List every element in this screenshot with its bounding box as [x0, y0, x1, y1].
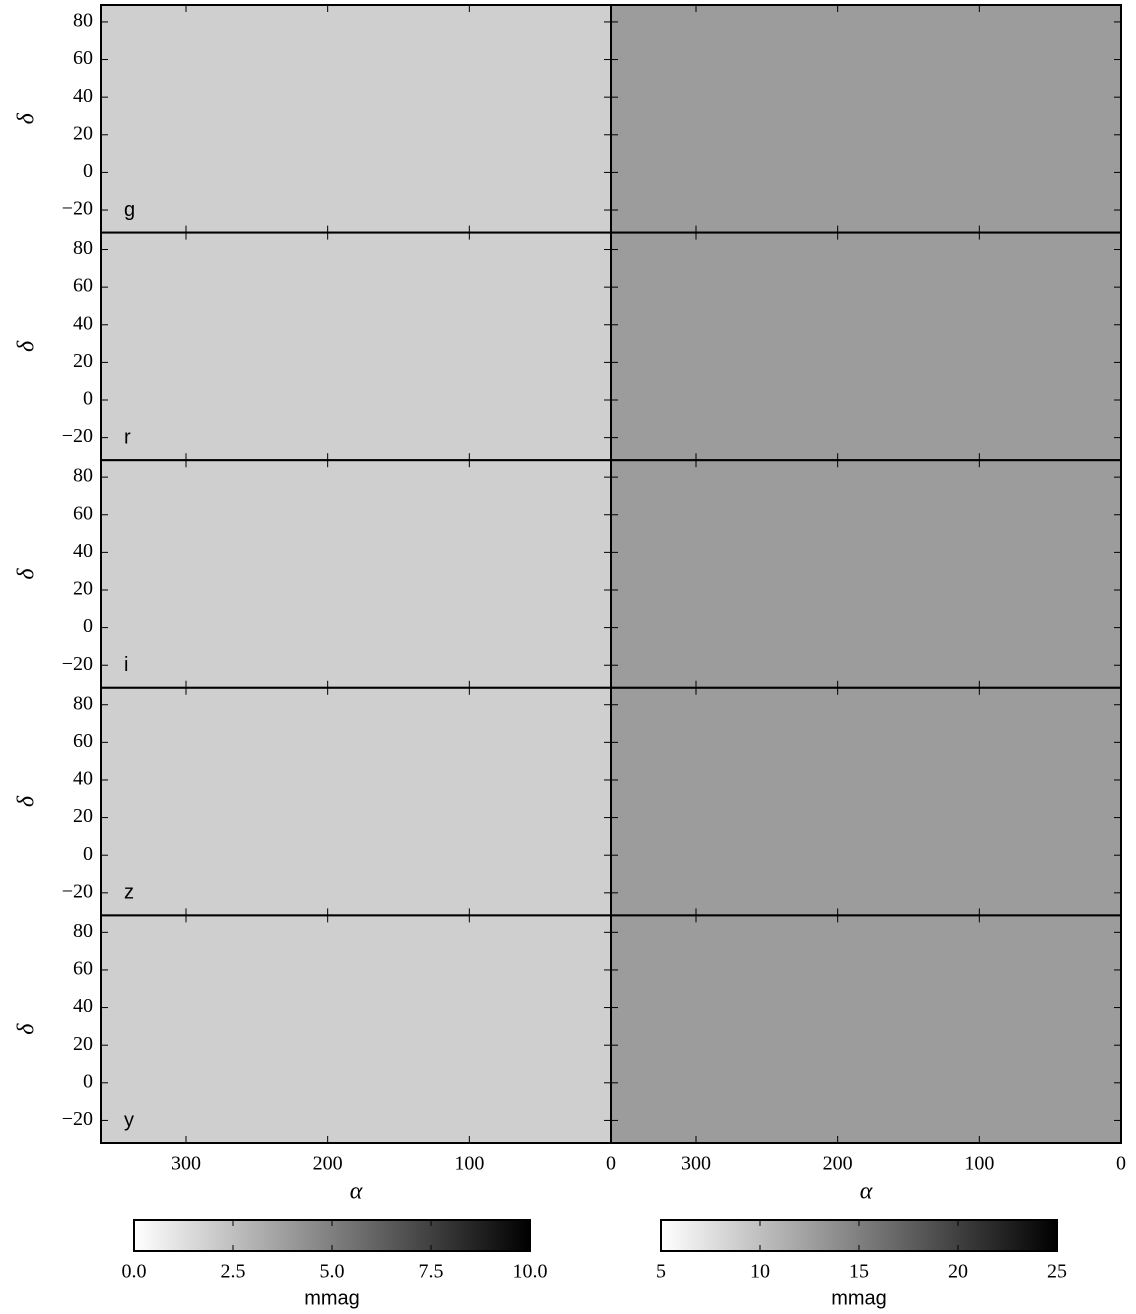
y-tick-label: 0: [83, 1070, 93, 1092]
map-panel: [611, 5, 1121, 233]
y-tick-label: −20: [62, 1108, 93, 1130]
y-tick-label: 60: [73, 275, 93, 297]
y-tick-label: 80: [73, 920, 93, 942]
colorbar-tick-label: 10.0: [513, 1261, 548, 1283]
y-tick-label: −20: [62, 425, 93, 447]
colorbar-tick-label: 10: [750, 1261, 770, 1283]
x-tick-label: 300: [171, 1153, 201, 1175]
y-tick-label: 0: [83, 388, 93, 410]
colorbar-tick-label: 25: [1047, 1261, 1067, 1283]
y-tick-label: −20: [62, 653, 93, 675]
y-axis-label: δ: [14, 1023, 40, 1035]
y-tick-label: 20: [73, 1033, 93, 1055]
figure: −20 0 20 40 60 80 δ g −20 0 20 40 60 80 δ r −20 0 20 40 60 80…: [0, 0, 1136, 1314]
colorbar-tick-label: 20: [948, 1261, 968, 1283]
y-tick-label: 0: [83, 843, 93, 865]
x-tick-label: 100: [454, 1153, 484, 1175]
colorbar-tick-label: 5: [656, 1261, 666, 1283]
x-tick-label: 100: [964, 1153, 994, 1175]
y-tick-label: 80: [73, 10, 93, 32]
y-tick-label: −20: [62, 198, 93, 220]
colorbar-tick-label: 0.0: [122, 1261, 147, 1283]
y-tick-label: 20: [73, 578, 93, 600]
y-axis-label: δ: [14, 340, 40, 352]
y-axis-label: δ: [14, 112, 40, 124]
x-tick-label: 0: [606, 1153, 616, 1175]
x-axis-label: α: [350, 1179, 363, 1205]
colorbar-tick-label: 7.5: [419, 1261, 444, 1283]
y-tick-label: 20: [73, 805, 93, 827]
y-tick-label: 0: [83, 160, 93, 182]
x-tick-label: 0: [1116, 1153, 1126, 1175]
x-tick-label: 300: [681, 1153, 711, 1175]
y-tick-label: 40: [73, 540, 93, 562]
map-panel: [101, 460, 611, 688]
y-tick-label: 60: [73, 958, 93, 980]
colorbar-label: mmag: [304, 1287, 360, 1309]
y-tick-label: 60: [73, 730, 93, 752]
map-panel: [101, 915, 611, 1143]
y-tick-label: 40: [73, 768, 93, 790]
x-axis-label: α: [860, 1179, 873, 1205]
map-panel: [611, 688, 1121, 916]
colorbar-tick-label: 2.5: [221, 1261, 246, 1283]
band-label: y: [124, 1109, 134, 1131]
colorbar-label: mmag: [831, 1287, 887, 1309]
y-axis-label: δ: [14, 795, 40, 807]
colorbar-tick-label: 5.0: [320, 1261, 345, 1283]
map-panel: [611, 915, 1121, 1143]
y-tick-label: 60: [73, 47, 93, 69]
y-tick-label: 40: [73, 995, 93, 1017]
y-tick-label: 60: [73, 502, 93, 524]
y-tick-label: −20: [62, 880, 93, 902]
y-tick-label: 80: [73, 692, 93, 714]
y-tick-label: 80: [73, 465, 93, 487]
y-tick-label: 20: [73, 122, 93, 144]
map-panel: [101, 688, 611, 916]
map-panel: [611, 460, 1121, 688]
y-axis-label: δ: [14, 568, 40, 580]
x-tick-label: 200: [823, 1153, 853, 1175]
y-tick-label: 20: [73, 350, 93, 372]
colorbar-tick-label: 15: [849, 1261, 869, 1283]
y-tick-label: 0: [83, 615, 93, 637]
map-panel: [611, 233, 1121, 461]
band-label: r: [124, 426, 131, 448]
y-tick-label: 40: [73, 312, 93, 334]
map-panel: [101, 233, 611, 461]
map-panel: [101, 5, 611, 233]
x-tick-label: 200: [313, 1153, 343, 1175]
band-label: z: [124, 882, 134, 904]
y-tick-label: 40: [73, 85, 93, 107]
band-label: i: [124, 654, 128, 676]
band-label: g: [124, 199, 135, 221]
y-tick-label: 80: [73, 237, 93, 259]
